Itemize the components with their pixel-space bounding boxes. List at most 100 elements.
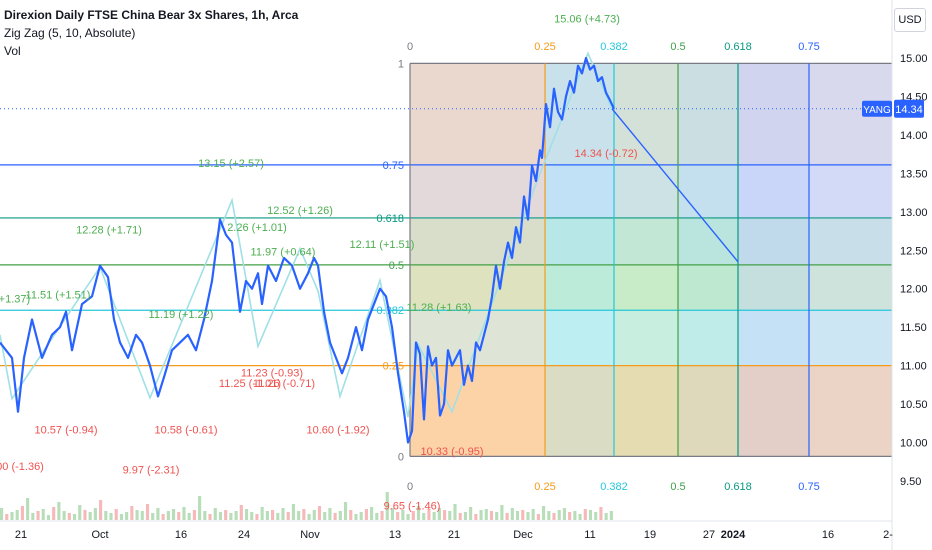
price-tick-label: 13.50 xyxy=(900,168,928,180)
volume-bar xyxy=(604,513,608,520)
volume-bar xyxy=(135,510,139,520)
volume-bar xyxy=(463,512,467,520)
volume-bar xyxy=(594,512,598,520)
volume-bar xyxy=(67,513,71,520)
fib-level-label: 1 xyxy=(398,58,404,70)
volume-bar xyxy=(489,511,494,520)
indicator-volume[interactable]: Vol xyxy=(4,44,21,58)
pivot-label: 00 (-1.36) xyxy=(0,461,44,473)
fib-time-zone xyxy=(678,63,738,457)
symbol-title[interactable]: Direxion Daily FTSE China Bear 3x Shares… xyxy=(4,8,299,22)
volume-bar xyxy=(349,510,353,520)
volume-bar xyxy=(317,506,322,520)
fib-time-label-top: 0.25 xyxy=(534,41,555,53)
currency-button[interactable]: USD xyxy=(894,8,926,32)
price-tick-label: 12.50 xyxy=(900,245,928,257)
time-tick-label: 2- xyxy=(883,529,893,541)
volume-bar xyxy=(323,512,327,520)
pivot-label: 10.60 (-1.92) xyxy=(307,424,370,436)
volume-bar xyxy=(542,506,546,520)
volume-bar xyxy=(422,513,426,520)
volume-bar xyxy=(458,513,462,520)
volume-bar xyxy=(26,498,30,520)
price-tick-label: 11.00 xyxy=(900,361,927,373)
volume-bar xyxy=(385,492,389,520)
volume-bar xyxy=(276,513,280,520)
volume-bar xyxy=(0,508,4,520)
volume-bar xyxy=(109,513,113,520)
volume-bar xyxy=(281,508,285,520)
fib-band xyxy=(410,217,892,265)
zigzag-projection-line xyxy=(611,108,739,263)
volume-bar xyxy=(338,511,342,520)
fib-level-label: 0.5 xyxy=(389,260,404,272)
price-tick-label: 10.50 xyxy=(900,399,928,411)
volume-bar xyxy=(57,502,61,520)
volume-bar xyxy=(443,510,447,520)
volume-bar xyxy=(156,508,160,520)
chart-legend: Direxion Daily FTSE China Bear 3x Shares… xyxy=(4,6,298,60)
volume-bar xyxy=(432,512,436,520)
pivot-label: 12.28 (+1.71) xyxy=(76,224,142,236)
volume-bar xyxy=(390,508,395,520)
volume-bar xyxy=(93,508,97,520)
pivot-label: 2.26 (+1.01) xyxy=(227,222,287,234)
price-tag-value: 14.34 xyxy=(895,104,923,116)
fib-band xyxy=(410,164,892,218)
volume-bar xyxy=(364,509,368,520)
volume-bar xyxy=(427,509,431,520)
volume-bar xyxy=(599,507,603,520)
time-tick-label: 16 xyxy=(175,529,187,541)
volume-bar xyxy=(72,514,77,520)
volume-bar xyxy=(588,510,593,520)
time-tick-label: Nov xyxy=(300,529,320,541)
price-tick-label: 10.00 xyxy=(900,438,928,450)
fib-level-label: 0.382 xyxy=(376,305,404,317)
volume-bar xyxy=(328,508,332,520)
price-tick-label: 9.50 xyxy=(900,476,921,488)
fib-time-label-bottom: 0 xyxy=(407,481,413,493)
volume-bar xyxy=(213,508,217,520)
fib-retracement: 00.250.3820.50.6180.751000.250.250.3820.… xyxy=(0,41,893,493)
time-tick-label: 16 xyxy=(822,529,834,541)
volume-bar xyxy=(495,512,499,520)
indicator-zigzag[interactable]: Zig Zag (5, 10, Absolute) xyxy=(4,26,136,40)
volume-bar xyxy=(536,514,540,520)
volume-bar xyxy=(609,511,613,520)
fib-time-label-top: 0.618 xyxy=(724,41,752,53)
pivot-label: 14.34 (-0.72) xyxy=(575,148,638,160)
volume-bar xyxy=(36,511,40,520)
volume-bar xyxy=(573,511,577,520)
volume-bar xyxy=(416,506,421,520)
volume-bar xyxy=(343,502,348,520)
pivot-label: 10.57 (-0.94) xyxy=(35,424,98,436)
price-tick-label: 11.50 xyxy=(900,322,927,334)
volume-bar xyxy=(145,504,150,520)
fib-band xyxy=(410,310,892,366)
volume-bar xyxy=(78,505,82,520)
volume-bar xyxy=(547,511,551,520)
volume-bar xyxy=(15,510,19,520)
volume-bar xyxy=(557,510,561,520)
volume-bar xyxy=(239,505,243,520)
fib-level-label: 0.25 xyxy=(383,361,404,373)
volume-bar xyxy=(114,509,118,520)
time-tick-label: Oct xyxy=(91,529,108,541)
volume-bar xyxy=(271,510,275,520)
volume-bar xyxy=(208,514,212,520)
volume-bar xyxy=(244,509,249,520)
volume-bar xyxy=(401,510,405,520)
volume-bar xyxy=(515,511,520,520)
volume-bar xyxy=(437,508,441,520)
volume-bar xyxy=(307,514,311,520)
zigzag-line xyxy=(0,51,613,418)
fib-time-zone xyxy=(545,63,614,457)
time-tick-label: 21 xyxy=(15,529,27,541)
time-tick-label: 24 xyxy=(238,529,250,541)
time-tick-label: Dec xyxy=(513,529,533,541)
price-tag-bg xyxy=(894,99,924,118)
volume-bar xyxy=(500,505,504,520)
fib-level-label: 0.75 xyxy=(383,160,404,172)
